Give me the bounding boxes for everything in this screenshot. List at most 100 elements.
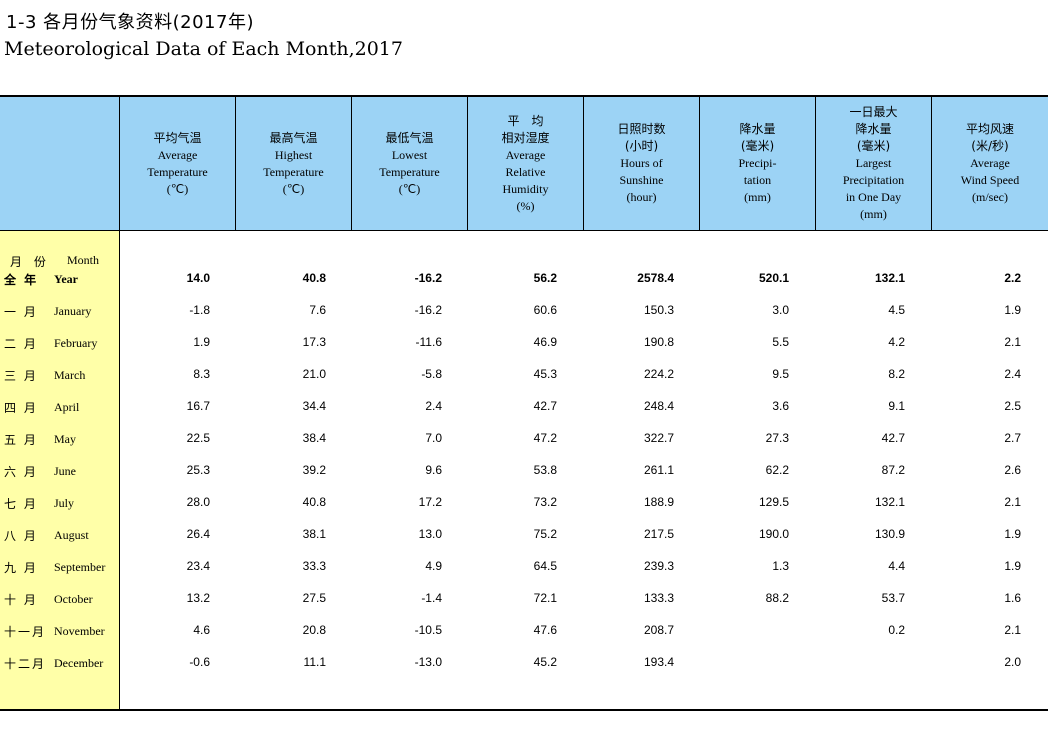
table-row: 五 月 May 22.5 38.4 7.0 47.2 322.7 27.3 42.7 2.7 — [0, 422, 1048, 454]
column-header: 日照时数 (小时) Hours of Sunshine (hour) — [583, 97, 699, 230]
column-header: 平 均相对湿度 Average Relative Humidity (%) — [467, 97, 583, 230]
column-header-line: Humidity — [502, 181, 549, 196]
table-cell: 520.1 — [758, 271, 789, 285]
month-column-header: 月 份 Month — [0, 97, 119, 269]
column-header-line: Temperature — [379, 164, 440, 179]
table-cell: 9.5 — [772, 367, 789, 381]
table-cell: -16.2 — [414, 271, 442, 285]
table-cell: 22.5 — [186, 431, 210, 445]
column-header-line: Hours of — [620, 156, 663, 170]
row-label-english: August — [54, 528, 89, 542]
table-row: 一 月 January -1.8 7.6 -16.2 60.6 150.3 3.0 4.5 1.9 — [0, 294, 1048, 326]
table-bottom-rule — [0, 709, 1048, 711]
column-header-line: (mm) — [860, 207, 887, 221]
table-cell: 13.2 — [186, 591, 210, 605]
table-cell: 132.1 — [874, 271, 905, 285]
table-cell: 1.9 — [1004, 559, 1021, 573]
column-header: 降水量 (毫米) Precipi-tation (mm) — [699, 97, 815, 230]
month-header-chinese: 月 份 — [10, 255, 50, 269]
column-header-line: 最高气温 — [269, 130, 318, 145]
table-cell: 47.2 — [533, 431, 557, 445]
table-cell: 47.6 — [533, 623, 557, 637]
table-cell: 193.4 — [643, 655, 674, 669]
row-label-english: May — [54, 432, 76, 446]
column-header-line: Lowest — [391, 147, 428, 162]
table-cell: 38.1 — [302, 527, 326, 541]
table-cell: 38.4 — [302, 431, 326, 445]
table-cell: 40.8 — [302, 495, 326, 509]
column-header-line: (℃) — [398, 181, 421, 196]
table-cell: 8.3 — [193, 367, 210, 381]
table-cell: 1.9 — [1004, 303, 1021, 317]
table-cell: -13.0 — [414, 655, 442, 669]
table-cell: -11.6 — [415, 335, 442, 349]
table-cell: 2.0 — [1004, 655, 1021, 669]
row-label-chinese: 三 月 — [4, 369, 38, 383]
column-header-line: 降水量 — [855, 122, 892, 136]
column-header-line: 降水量 — [739, 122, 776, 136]
column-header: 平均风速 (米/秒) Average Wind Speed (m/sec) — [931, 97, 1048, 230]
table-cell: 133.3 — [643, 591, 674, 605]
table-cell: 40.8 — [302, 271, 326, 285]
table-cell: 8.2 — [888, 367, 905, 381]
table-row: 十二月 December -0.6 11.1 -13.0 45.2 193.4 2.0 — [0, 646, 1048, 678]
table-cell: -5.8 — [421, 367, 442, 381]
column-header-line: (m/sec) — [972, 190, 1008, 204]
table-cell: 25.3 — [186, 463, 210, 477]
column-header-line: (℃) — [282, 181, 305, 196]
table-cell: 26.4 — [186, 527, 210, 541]
table-cell: 2.5 — [1004, 399, 1021, 413]
table-row: 九 月 September 23.4 33.3 4.9 64.5 239.3 1.3 4.4 1.… — [0, 550, 1048, 582]
column-header-line: (℃) — [166, 181, 189, 196]
row-label-english: April — [54, 400, 80, 414]
table-cell: 20.8 — [302, 623, 326, 637]
table-cell: 34.4 — [302, 399, 326, 413]
table-cell: 2.4 — [1004, 367, 1021, 381]
row-label-chinese: 十二月 — [4, 657, 47, 671]
table-row: 十一月 November 4.6 20.8 -10.5 47.6 208.7 0.2 2.1 — [0, 614, 1048, 646]
table-cell: 62.2 — [765, 463, 789, 477]
column-header-line: 一日最大 — [849, 105, 898, 119]
column-header-line: 平均风速 — [965, 122, 1014, 136]
table-cell: 190.0 — [758, 527, 789, 541]
column-header-line: 日照时数 — [617, 122, 666, 136]
column-header: 一日最大 降水量 (毫米) Largest Precipitation in One Da… — [815, 97, 931, 230]
table-header-band — [0, 97, 1048, 231]
table-cell: 130.9 — [874, 527, 905, 541]
table-cell: 4.6 — [193, 623, 210, 637]
row-label-english: Year — [54, 272, 78, 286]
table-cell: 2.7 — [1004, 431, 1021, 445]
column-header-line: Wind Speed — [960, 173, 1020, 187]
table-cell: 87.2 — [881, 463, 905, 477]
column-header: 最高气温 Highest Temperature (℃) — [235, 97, 351, 230]
table-row: 七 月 July 28.0 40.8 17.2 73.2 188.9 129.5 132.1 2.… — [0, 486, 1048, 518]
table-cell: -0.6 — [189, 655, 210, 669]
row-label-english: January — [54, 304, 92, 318]
column-header-line: Temperature — [263, 164, 324, 179]
month-column-band — [0, 231, 119, 709]
table-cell: 4.4 — [888, 559, 905, 573]
table-cell: -1.4 — [421, 591, 442, 605]
table-row: 十 月 October 13.2 27.5 -1.4 72.1 133.3 88.2 53.7 1… — [0, 582, 1048, 614]
table-cell: 45.3 — [533, 367, 557, 381]
row-label-chinese: 六 月 — [4, 465, 38, 479]
table-cell: 46.9 — [533, 335, 557, 349]
table-cell: 2.1 — [1004, 495, 1021, 509]
table-cell: 13.0 — [418, 527, 442, 541]
table-cell: 64.5 — [533, 559, 557, 573]
table-cell: 42.7 — [533, 399, 557, 413]
row-label-chinese: 一 月 — [4, 305, 38, 319]
row-label-chinese: 五 月 — [4, 433, 38, 447]
row-label-english: October — [54, 592, 93, 606]
table-cell: 17.3 — [302, 335, 326, 349]
column-header-line: Sunshine — [619, 173, 664, 187]
table-row: 全 年 Year 14.0 40.8 -16.2 56.2 2578.4 520.1 132.1… — [0, 262, 1048, 294]
column-header-line: (小时) — [624, 139, 659, 153]
table-row: 三 月 March 8.3 21.0 -5.8 45.3 224.2 9.5 8.2 2.4 — [0, 358, 1048, 390]
column-header: 最低气温 Lowest Temperature (℃) — [351, 97, 467, 230]
table-cell: 2.1 — [1004, 335, 1021, 349]
table-cell: 27.3 — [765, 431, 789, 445]
column-header-line: Average — [505, 147, 546, 162]
row-label-english: September — [54, 560, 106, 574]
table-cell: 21.0 — [302, 367, 326, 381]
